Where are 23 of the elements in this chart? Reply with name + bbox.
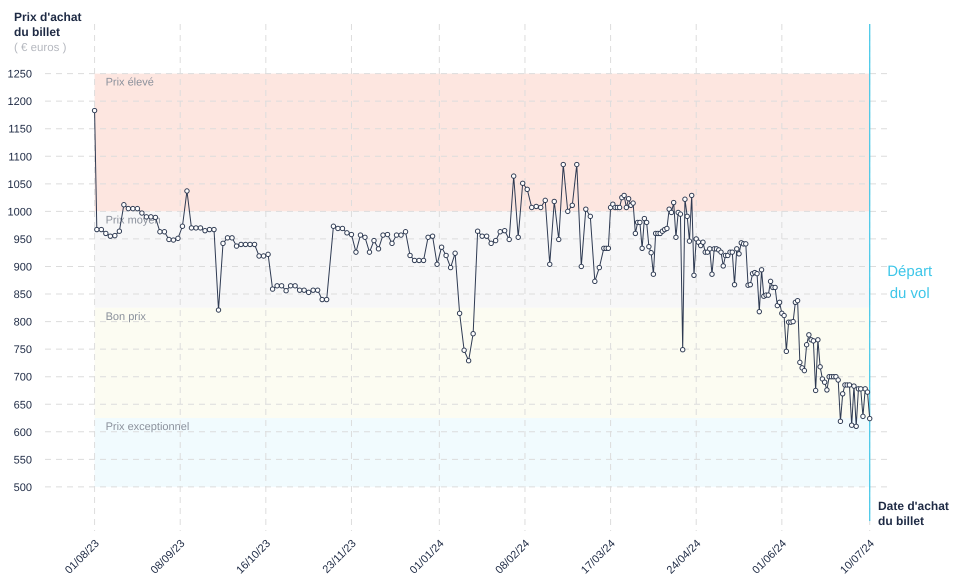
y-tick-label: 650 (14, 399, 32, 412)
y-tick-label: 900 (14, 261, 32, 274)
y-tick-label: 750 (14, 344, 32, 356)
band-label: Bon prix (106, 310, 146, 323)
annotation: ( € euros ) (14, 42, 67, 54)
y-axis-title: Prix d'achat du billet (14, 10, 82, 39)
y-tick-label: 1150 (8, 124, 32, 136)
y-tick-label: 500 (14, 482, 32, 494)
y-tick-label: 1200 (8, 96, 32, 108)
y-tick-label: 1250 (8, 68, 32, 81)
ref-line-label: Départ du vol (887, 263, 934, 302)
band-label: Prix élevé (106, 76, 154, 89)
y-tick-label: 1050 (8, 178, 32, 191)
y-tick-label: 700 (14, 372, 32, 384)
x-axis-title: Date d'achat du billet (878, 499, 949, 528)
y-tick-label: 600 (14, 426, 32, 439)
band-label: Prix exceptionnel (106, 421, 190, 434)
y-tick-label: 850 (14, 289, 32, 302)
y-tick-label: 950 (14, 234, 32, 246)
y-tick-label: 1100 (8, 151, 32, 164)
y-tick-label: 800 (14, 316, 32, 329)
y-tick-label: 550 (14, 454, 32, 466)
y-tick-label: 1000 (8, 206, 32, 218)
